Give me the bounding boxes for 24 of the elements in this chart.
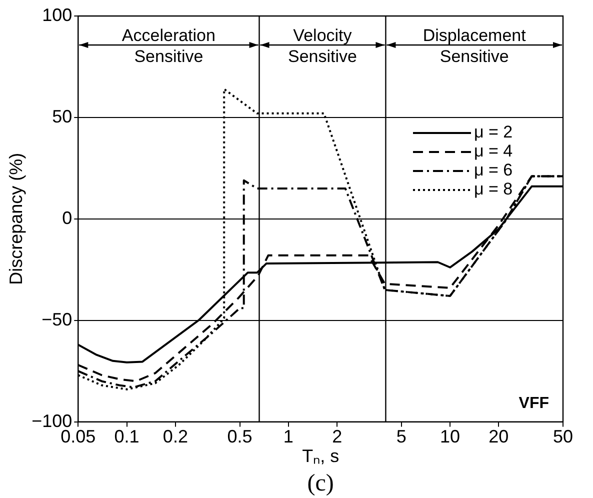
x-axis-title: Tₙ, s: [302, 446, 340, 466]
annotation: Velocity Sensitive: [288, 26, 357, 66]
y-tick-label: 0: [62, 208, 72, 228]
legend-label: μ = 4: [474, 142, 513, 161]
legend-label: μ = 6: [474, 160, 513, 180]
x-tick-label: 10: [440, 426, 460, 447]
text: (c): [307, 470, 334, 496]
x-tick-label: 1: [283, 426, 294, 447]
annotation: VFF: [518, 395, 550, 412]
x-tick-label: 50: [552, 426, 574, 447]
annotation: Displacement Sensitive: [422, 26, 526, 66]
x-tick-label: 0.1: [114, 426, 140, 447]
y-axis-title: Discrepancy (%): [6, 152, 26, 285]
x-tick-label: 2: [332, 426, 342, 447]
y-tick-label: −50: [42, 309, 72, 330]
y-tick-label: 50: [52, 106, 72, 126]
x-tick-label: 20: [488, 426, 509, 447]
x-tick-label: 0.2: [162, 426, 188, 447]
x-tick-label: 0.5: [227, 426, 252, 447]
annotation: Acceleration Sensitive: [122, 26, 216, 66]
x-tick-label: 5: [396, 426, 406, 447]
legend-label: μ = 2: [474, 122, 513, 142]
legend-label: μ = 8: [474, 180, 513, 199]
y-tick-label: 100: [42, 4, 72, 25]
